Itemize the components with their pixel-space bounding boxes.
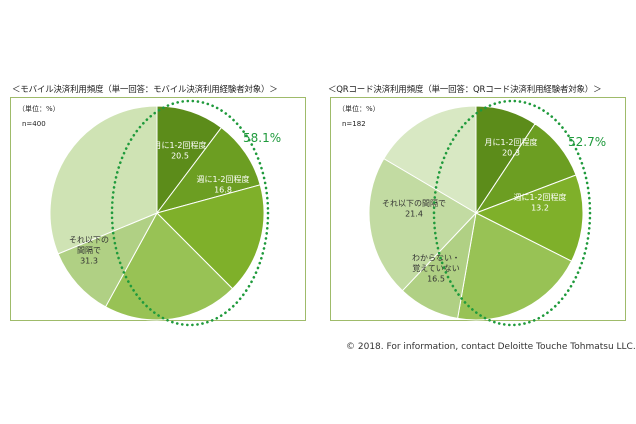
slice-value-label: 20.5 [171,151,189,160]
highlight-percentage: 58.1% [243,131,281,145]
pie-slice [156,105,223,215]
slice-label: 月に1-2回程度 [153,140,206,150]
pie-slice [457,212,573,321]
highlight-ellipse [432,99,592,327]
slice-value-label: 21.4 [405,209,423,218]
slice-label: 月に1-2回程度 [484,137,537,147]
pie-slice [368,157,477,292]
pie-slice [383,105,477,214]
slice-label: 覚えていない [412,263,460,273]
copyright-text: © 2018. For information, contact Deloitt… [346,342,636,352]
pie-slice [49,105,158,255]
pie-slice [57,211,159,308]
slice-label: それ以下の間隔で [382,199,446,208]
slice-label: それ以下の [69,236,109,245]
highlight-ellipse [110,99,270,327]
slice-label: 週に1-2回程度 [196,174,249,184]
left-n-label: n=400 [22,120,46,128]
slice-label: わからない・ [412,254,460,263]
slice-label: 週に1-2回程度 [513,192,566,202]
slice-value-label: 31.3 [80,257,98,266]
left-chart-title: ＜モバイル決済利用頻度（単一回答：モバイル決済利用経験者対象）＞ [12,85,278,95]
right-chart-title: ＜QRコード決済利用頻度（単一回答：QRコード決済利用経験者対象）＞ [328,85,602,95]
slice-label: 間隔で [77,246,101,255]
pie-slice [474,174,584,262]
slice-value-label: 16.5 [427,275,445,284]
slice-value-label: 16.8 [214,185,232,194]
slice-value-label: 20.3 [502,148,520,157]
slice-value-label: 13.2 [531,203,549,212]
right-unit-note: （単位：%） [338,105,380,113]
left-unit-note: （単位：%） [18,105,60,113]
pie-slice [104,212,234,321]
right-n-label: n=182 [342,120,366,128]
highlight-percentage: 52.7% [568,135,606,149]
pie-slice [156,184,265,290]
